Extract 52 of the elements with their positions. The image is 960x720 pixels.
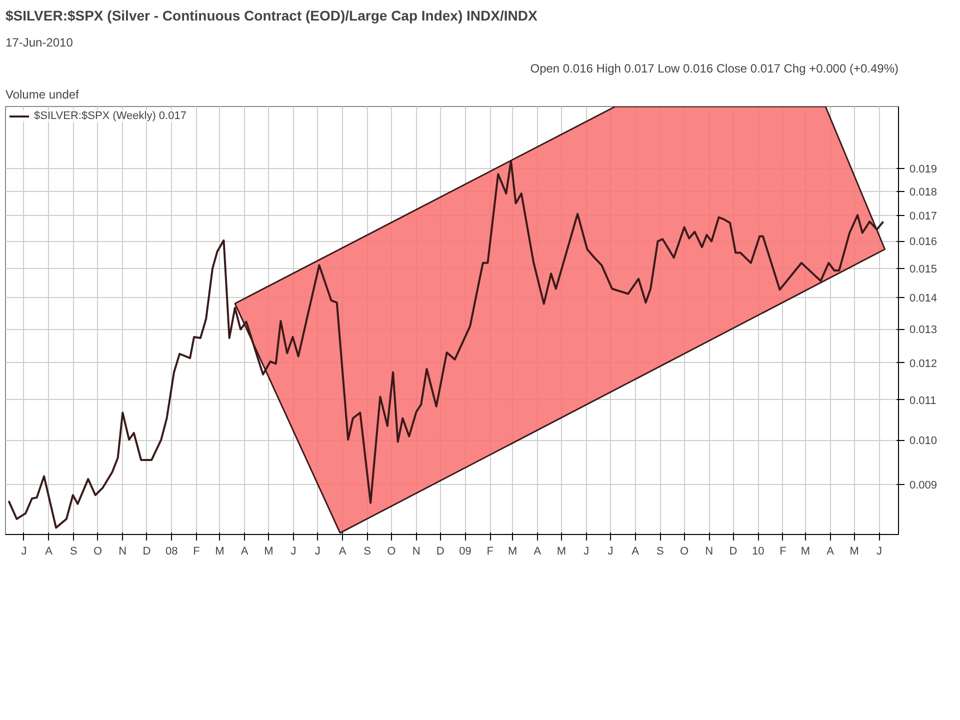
x-tick-label: F: [193, 546, 200, 558]
x-tick-label: M: [556, 546, 566, 558]
x-tick-label: J: [876, 546, 882, 558]
x-tick-label: J: [290, 546, 296, 558]
x-tick-label: O: [680, 546, 689, 558]
x-tick-label: D: [729, 546, 738, 558]
x-tick-label: 08: [165, 546, 178, 558]
x-tick-label: F: [486, 546, 494, 558]
chart-title: $SILVER:$SPX (Silver - Continuous Contract (EOD)/Large Cap Index) INDX/INDX: [6, 8, 538, 24]
y-tick-label: 0.013: [910, 324, 938, 336]
y-tick-label: 0.009: [910, 480, 938, 492]
x-tick-label: D: [436, 546, 444, 558]
x-tick-label: A: [826, 546, 835, 558]
legend-label: $SILVER:$SPX (Weekly) 0.017: [34, 110, 186, 122]
x-tick-label: A: [45, 546, 54, 558]
x-tick-label: O: [93, 546, 102, 558]
y-tick-label: 0.011: [910, 394, 936, 407]
x-tick-label: J: [584, 546, 590, 558]
y-tick-label: 0.016: [910, 236, 938, 248]
x-tick-label: M: [215, 546, 224, 558]
x-tick-label: 10: [752, 546, 764, 558]
y-tick-label: 0.012: [910, 358, 938, 370]
x-tick-label: M: [800, 546, 810, 558]
x-tick-label: F: [780, 546, 787, 558]
x-tick-label: N: [412, 546, 420, 558]
y-tick-label: 0.017: [910, 210, 938, 223]
x-tick-label: A: [632, 546, 640, 558]
x-tick-label: 09: [459, 546, 472, 558]
y-tick-label: 0.018: [910, 186, 938, 198]
x-tick-label: N: [118, 546, 127, 558]
x-tick-label: M: [264, 546, 274, 558]
x-tick-label: J: [314, 546, 320, 558]
x-tick-label: M: [508, 546, 518, 558]
x-tick-label: S: [656, 546, 664, 558]
x-tick-label: O: [387, 546, 396, 558]
y-tick-label: 0.014: [910, 292, 938, 305]
text: Volume undef: [6, 88, 80, 102]
text: Open 0.016 High 0.017 Low 0.016 Close 0.017 Chg +0.000 (+0.49%): [530, 62, 899, 76]
x-tick-label: S: [364, 546, 372, 558]
y-tick-label: 0.010: [910, 435, 938, 448]
y-tick-label: 0.015: [910, 264, 938, 276]
x-tick-label: J: [608, 546, 614, 558]
text: 17-Jun-2010: [6, 36, 74, 50]
x-tick-label: J: [21, 546, 27, 558]
x-tick-label: D: [142, 546, 151, 558]
x-tick-label: S: [70, 546, 78, 558]
x-tick-label: A: [240, 546, 249, 558]
x-tick-label: M: [850, 546, 859, 558]
x-tick-label: A: [338, 546, 347, 558]
y-tick-label: 0.019: [910, 164, 938, 176]
x-tick-label: A: [534, 546, 542, 558]
x-tick-label: N: [705, 546, 714, 558]
